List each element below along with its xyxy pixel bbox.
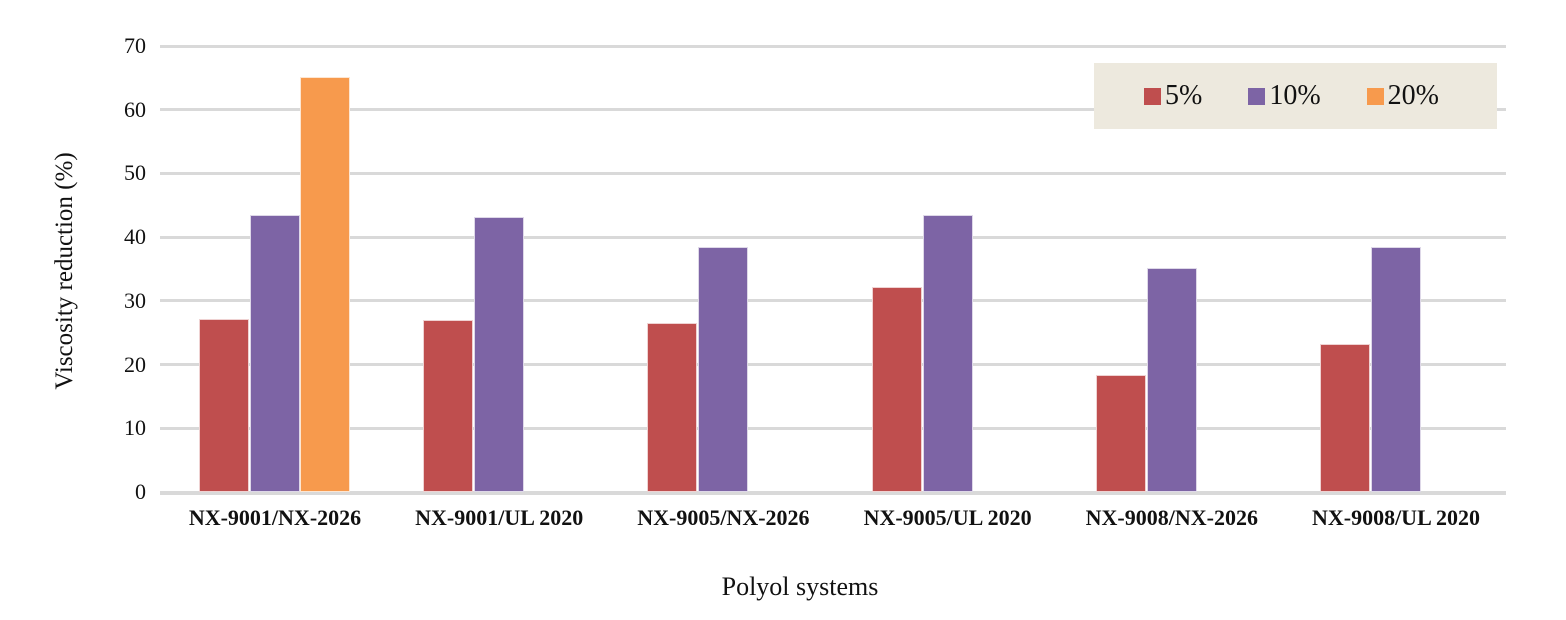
gridline-60 <box>160 108 1506 112</box>
y-tick-label-40: 40 <box>124 224 146 250</box>
x-axis-line <box>160 491 1506 495</box>
bar-series-5pct-cat-5 <box>1320 344 1370 492</box>
gridline-70 <box>160 44 1506 48</box>
gridline-30 <box>160 299 1506 303</box>
legend-label: 20% <box>1387 80 1439 111</box>
gridline-50 <box>160 171 1506 175</box>
legend-label: 5% <box>1165 80 1203 111</box>
bar-series-10pct-cat-0 <box>250 215 300 492</box>
bar-series-10pct-cat-4 <box>1146 267 1197 492</box>
x-category-label-2: NX-9005/NX-2026 <box>637 505 810 530</box>
bar-series-10pct-cat-5 <box>1371 246 1421 492</box>
legend-item-10pct: 10% <box>1248 80 1321 111</box>
legend-item-20pct: 20% <box>1366 80 1439 111</box>
bar-series-5pct-cat-0 <box>199 318 249 492</box>
y-tick-label-10: 10 <box>124 415 146 441</box>
y-tick-label-30: 30 <box>124 287 146 313</box>
x-category-label-1: NX-9001/UL 2020 <box>415 505 584 530</box>
y-tick-label-0: 0 <box>135 479 146 504</box>
bar-series-10pct-cat-2 <box>698 246 749 492</box>
bar-series-20pct-cat-0 <box>300 76 350 492</box>
legend-swatch-icon <box>1248 87 1266 105</box>
legend: 5% 10% 20% <box>1094 63 1497 129</box>
x-category-label-3: NX-9005/UL 2020 <box>863 505 1032 530</box>
x-category-label-5: NX-9008/UL 2020 <box>1311 505 1481 530</box>
gridline-40 <box>160 235 1506 239</box>
x-category-label-0: NX-9001/NX-2026 <box>188 505 362 530</box>
y-tick-label-20: 20 <box>124 351 146 377</box>
legend-label: 10% <box>1269 80 1321 111</box>
x-category-label-4: NX-9008/NX-2026 <box>1085 505 1258 530</box>
y-tick-label-50: 50 <box>124 160 146 186</box>
y-tick-label-60: 60 <box>124 96 146 122</box>
legend-swatch-icon <box>1366 87 1384 105</box>
bar-series-10pct-cat-1 <box>474 217 525 492</box>
x-axis-title: Polyol systems <box>721 572 879 601</box>
bar-series-10pct-cat-3 <box>922 214 973 492</box>
legend-swatch-icon <box>1144 87 1161 105</box>
gridline-10 <box>160 426 1506 430</box>
bar-series-5pct-cat-2 <box>647 323 698 492</box>
gridline-20 <box>160 363 1506 367</box>
bar-series-5pct-cat-3 <box>871 287 922 492</box>
bar-series-5pct-cat-1 <box>423 319 474 492</box>
y-tick-label-70: 70 <box>124 33 146 58</box>
legend-item-5pct: 5% <box>1144 82 1202 110</box>
bar-series-5pct-cat-4 <box>1095 374 1146 492</box>
